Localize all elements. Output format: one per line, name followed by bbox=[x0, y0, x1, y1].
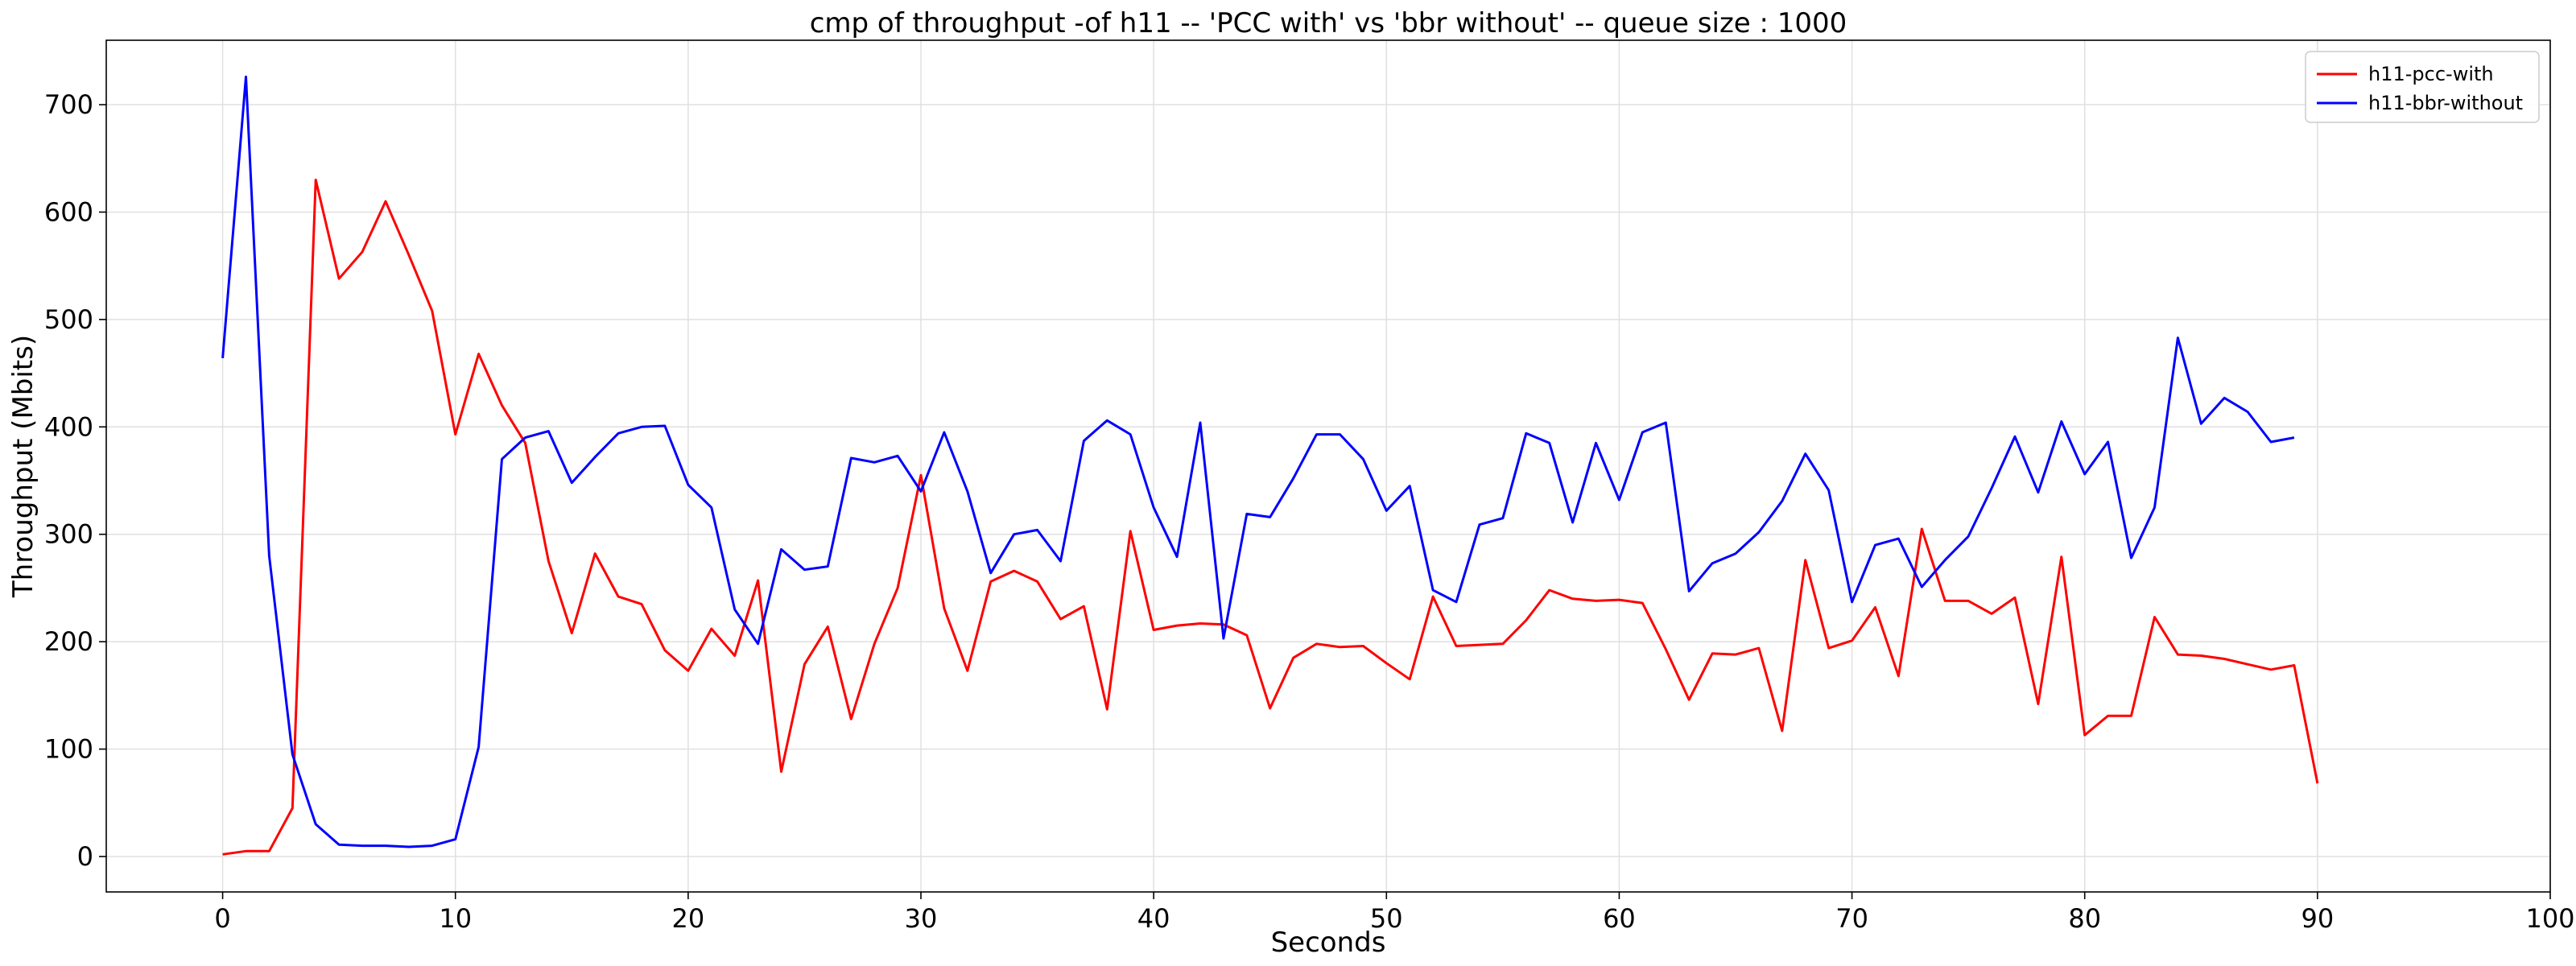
y-tick-label: 400 bbox=[44, 411, 93, 442]
plot-frame bbox=[105, 39, 2551, 893]
x-tick-label: 10 bbox=[439, 903, 472, 934]
x-tick-label: 0 bbox=[214, 903, 230, 934]
x-tick-label: 30 bbox=[905, 903, 938, 934]
x-tick-label: 20 bbox=[671, 903, 704, 934]
legend-label: h11-pcc-with bbox=[2368, 63, 2494, 85]
x-axis: 0 10 20 30 40 50 60 70 80 90 100 bbox=[214, 892, 2575, 934]
x-tick-label: 70 bbox=[1835, 903, 1868, 934]
y-tick-label: 100 bbox=[44, 734, 93, 765]
y-tick-label: 700 bbox=[44, 89, 93, 120]
x-tick-label: 50 bbox=[1370, 903, 1403, 934]
series-layer bbox=[221, 75, 2319, 856]
x-tick-label: 60 bbox=[1603, 903, 1636, 934]
y-tick-label: 300 bbox=[44, 519, 93, 550]
legend-box bbox=[2305, 51, 2540, 123]
x-tick-label: 80 bbox=[2068, 903, 2101, 934]
x-tick-label: 40 bbox=[1137, 903, 1170, 934]
x-tick-label: 100 bbox=[2525, 903, 2574, 934]
legend-label: h11-bbr-without bbox=[2368, 92, 2523, 114]
y-tick-label: 0 bbox=[77, 841, 93, 872]
x-axis-label: Seconds bbox=[1271, 927, 1386, 959]
y-tick-label: 200 bbox=[44, 626, 93, 657]
y-axis-label: Throughput (Mbits) bbox=[7, 335, 39, 598]
grid-layer bbox=[106, 40, 2551, 892]
y-axis: 0 100 200 300 400 500 600 700 bbox=[44, 89, 106, 872]
chart-title: cmp of throughput -of h11 -- 'PCC with' … bbox=[810, 7, 1847, 39]
legend: h11-pcc-with h11-bbr-without bbox=[2305, 51, 2540, 123]
series-line-h11-bbr-without bbox=[221, 75, 2295, 848]
y-tick-label: 600 bbox=[44, 196, 93, 227]
series-line-h11-pcc-with bbox=[222, 178, 2319, 856]
x-tick-label: 90 bbox=[2301, 903, 2334, 934]
y-tick-label: 500 bbox=[44, 304, 93, 335]
